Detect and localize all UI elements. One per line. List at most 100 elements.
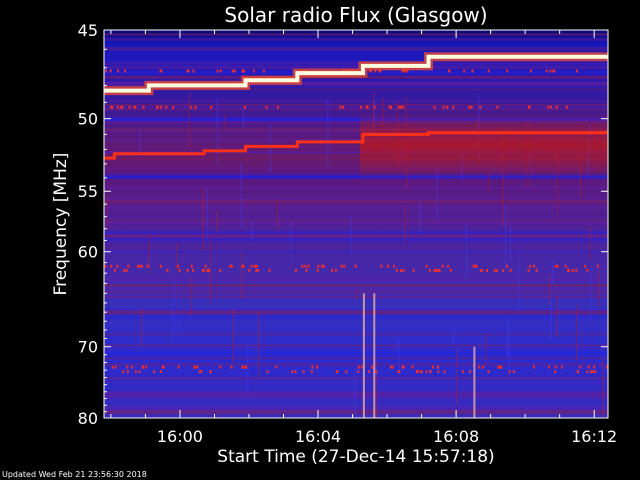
texture-streak [556,149,558,218]
texture-dot [219,69,222,73]
texture-streak [556,295,558,337]
texture-dot [547,105,550,109]
texture-stripe [104,134,608,136]
texture-stripe [104,38,608,41]
texture-streak [488,172,490,193]
texture-streak [375,360,377,418]
texture-dot [420,370,423,374]
texture-dot [416,370,419,374]
x-tick-label: 16:08 [433,427,479,446]
texture-dot [359,105,362,109]
texture-dot [294,268,297,272]
texture-stripe [104,59,608,62]
texture-stripe [104,295,608,298]
texture-stripe [104,351,608,356]
texture-dot [474,264,477,268]
texture-stripe [104,247,608,249]
texture-dot [331,268,334,272]
texture-stripe [104,348,608,350]
texture-streak [176,242,178,272]
texture-stripe [104,396,608,399]
texture-dot [554,370,557,374]
texture-dot [378,69,381,73]
texture-stripe [104,221,608,224]
y-tick-label: 60 [78,243,98,262]
texture-dot [496,105,499,109]
texture-dot [117,105,120,109]
texture-dot [437,365,440,369]
texture-dot [304,264,307,268]
texture-streak [589,226,591,260]
texture-dot [200,370,203,374]
texture-dot [124,69,127,73]
texture-dot [587,365,590,369]
texture-dot [136,264,139,268]
texture-dot [153,370,156,374]
texture-dot [111,105,114,109]
texture-dot [433,268,436,272]
texture-dot [128,105,131,109]
texture-dot [401,365,404,369]
texture-streak [398,337,400,374]
texture-dot [576,69,579,73]
texture-dot [202,268,205,272]
texture-streak [505,205,507,271]
texture-streak [251,220,253,240]
texture-dot [487,370,490,374]
texture-dot [310,370,313,374]
texture-dot [342,105,345,109]
texture-dot [462,370,465,374]
texture-stripe [104,117,608,122]
texture-stripe [104,200,608,204]
texture-dot [463,69,466,73]
texture-streak [518,246,520,312]
texture-dot [390,365,393,369]
texture-streak [436,167,438,222]
texture-dot [178,268,181,272]
texture-dot [437,268,440,272]
y-tick-label: 70 [78,338,98,357]
texture-streak [508,323,510,372]
texture-stripe [104,167,608,170]
texture-dot [371,365,374,369]
texture-dot [498,365,501,369]
emission-line-secondary-carrier [104,131,608,160]
texture-stripe [104,344,608,347]
texture-dot [111,365,114,369]
texture-dot [187,69,190,73]
texture-streak [598,268,600,307]
texture-stripe [104,198,608,201]
texture-dot [335,370,338,374]
texture-dot [230,264,233,268]
texture-dot [550,105,553,109]
texture-dot [412,268,415,272]
texture-stripe [104,406,608,410]
texture-stripe [104,381,608,383]
texture-stripe [104,233,608,238]
texture-stripe [104,273,608,277]
texture-stripe [104,77,608,79]
texture-stripe [104,314,608,316]
texture-dot [448,69,451,73]
texture-dot [191,268,194,272]
texture-dot [186,268,189,272]
texture-streak [290,221,292,266]
texture-dot [134,105,137,109]
texture-stripe [104,316,608,319]
texture-streak [240,161,242,229]
texture-dot [446,105,449,109]
texture-dot [508,370,511,374]
texture-stripe [104,106,608,110]
texture-dot [493,268,496,272]
texture-dot [159,264,162,268]
texture-dot [207,268,210,272]
texture-stripe [104,60,608,63]
texture-dot [126,370,129,374]
texture-dot [192,69,195,73]
texture-streak [552,261,554,285]
texture-dot [565,105,568,109]
y-tick-label: 50 [78,110,98,129]
texture-stripe [104,291,608,293]
texture-stripe [104,416,608,418]
texture-streak [466,223,468,278]
